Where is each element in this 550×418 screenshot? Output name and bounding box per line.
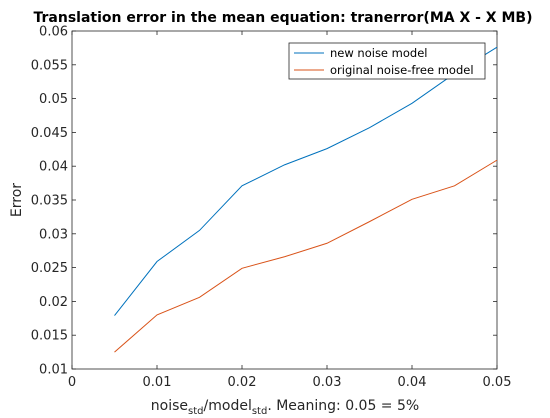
legend: new noise model original noise-free mode…	[288, 42, 486, 80]
y-tick-label: 0.055	[31, 58, 68, 73]
y-tick-label: 0.01	[39, 363, 68, 378]
y-tick-label: 0.06	[39, 25, 68, 40]
x-tick-label: 0.05	[483, 375, 512, 390]
y-axis: 0.01 0.015 0.02 0.025 0.03 0.035 0.04 0.045 0.05…	[31, 25, 497, 378]
y-tick-label: 0.04	[39, 160, 68, 175]
x-tick-label: 0.03	[313, 375, 342, 390]
x-tick-label: 0.01	[143, 375, 172, 390]
x-tick-label: 0.04	[398, 375, 427, 390]
legend-label-new-noise-model: new noise model	[330, 46, 427, 60]
y-tick-label: 0.03	[39, 227, 68, 242]
y-tick-label: 0.05	[39, 92, 68, 107]
chart-title: Translation error in the mean equation: …	[34, 10, 533, 26]
x-axis: 0 0.01 0.02 0.03 0.04 0.05	[68, 31, 512, 390]
plot-area: 0 0.01 0.02 0.03 0.04 0.05 0.010.0150.020.025…	[31, 25, 512, 391]
series-lines	[114, 46, 498, 353]
y-tick-label: 0.035	[31, 194, 68, 209]
series-line-original-noise-free-model	[114, 159, 498, 353]
x-axis-label: noisestd/modelstd. Meaning: 0.05 = 5%	[151, 398, 419, 417]
y-axis-label: Error	[9, 183, 25, 217]
series-line-new-noise-model	[114, 46, 498, 316]
legend-label-original-noise-free-model: original noise-free model	[330, 63, 474, 77]
y-tick-label: 0.025	[31, 261, 68, 276]
y-tick-label: 0.015	[31, 329, 68, 344]
y-tick-label: 0.02	[39, 295, 68, 310]
legend-box	[288, 42, 486, 80]
y-tick-label: 0.045	[31, 126, 68, 141]
x-tick-label: 0	[68, 375, 76, 390]
axes-box	[71, 30, 498, 370]
x-tick-label: 0.02	[228, 375, 257, 390]
